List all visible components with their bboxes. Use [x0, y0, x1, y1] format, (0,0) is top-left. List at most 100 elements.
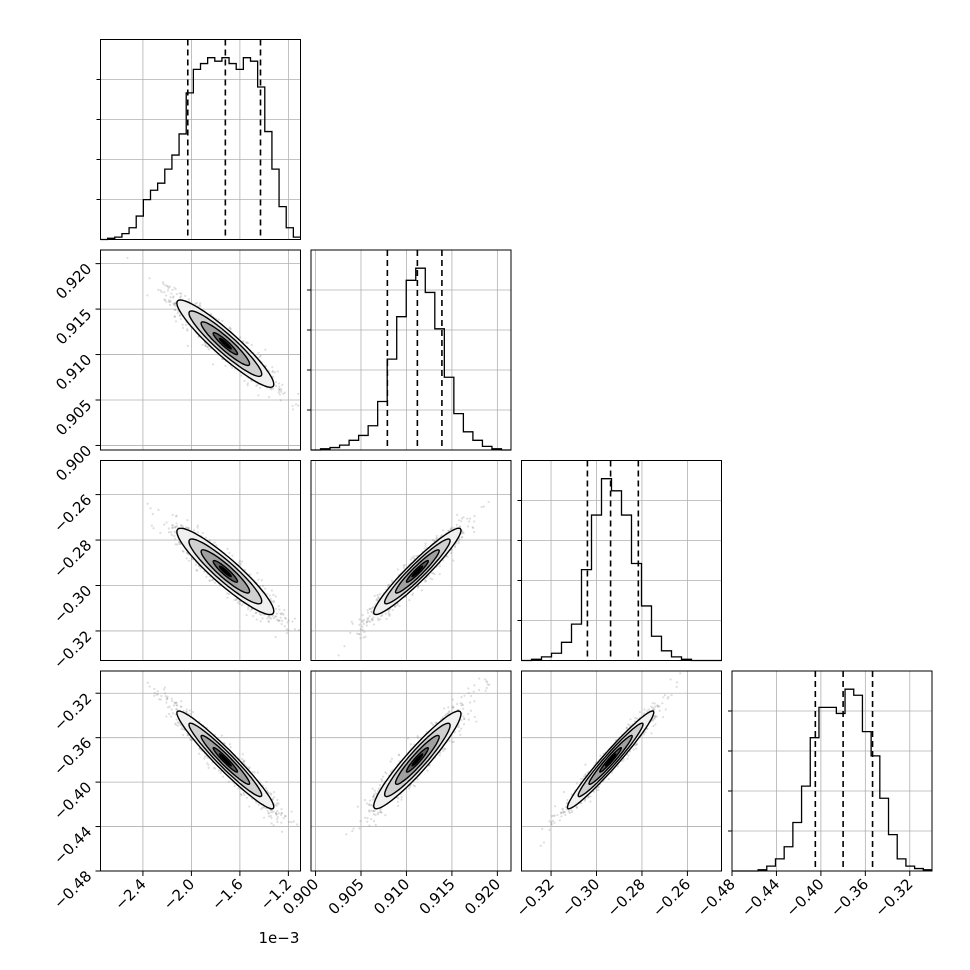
scatter-point — [283, 625, 286, 628]
scatter-point — [175, 708, 178, 711]
scatter-point — [185, 708, 188, 711]
scatter-point — [160, 290, 163, 294]
scatter-point — [198, 747, 201, 751]
scatter-point — [278, 385, 281, 388]
scatter-point — [277, 391, 280, 394]
scatter-point — [221, 357, 224, 361]
scatter-point — [167, 300, 170, 304]
scatter-point — [278, 608, 281, 611]
scatter-point — [180, 700, 183, 703]
scatter-point — [376, 593, 379, 597]
scatter-point — [271, 370, 275, 373]
scatter-point — [294, 403, 298, 406]
scatter-point — [381, 614, 384, 617]
scatter-point — [312, 624, 314, 626]
scatter-point — [393, 605, 397, 609]
scatter-point — [281, 383, 284, 386]
scatter-point — [279, 390, 283, 393]
scatter-point — [204, 536, 208, 539]
scatter-point — [233, 785, 236, 788]
scatter-point — [174, 543, 177, 546]
scatter-point — [274, 380, 278, 383]
scatter-point — [174, 305, 177, 308]
scatter-point — [210, 313, 213, 316]
scatter-point — [238, 559, 242, 563]
scatter-point — [150, 524, 154, 527]
scatter-point — [199, 302, 202, 305]
scatter-point — [411, 593, 414, 597]
panel-frame — [100, 39, 301, 240]
scatter-point — [169, 531, 173, 534]
scatter-point — [251, 770, 254, 773]
scatter-point — [459, 525, 462, 529]
scatter-point — [173, 303, 176, 306]
scatter-point — [169, 715, 173, 718]
scatter-point — [152, 527, 155, 530]
scatter-point — [173, 537, 177, 540]
scatter-point — [278, 619, 281, 622]
scatter-point — [412, 555, 416, 558]
scatter-point — [181, 323, 184, 326]
scatter-point — [226, 596, 229, 599]
scatter-point — [367, 617, 370, 620]
scatter-point — [461, 536, 464, 539]
scatter-point — [293, 628, 297, 631]
scatter-point — [358, 623, 361, 626]
scatter-point — [366, 619, 369, 622]
scatter-point — [293, 617, 297, 620]
scatter-point — [239, 562, 242, 565]
scatter-point — [162, 688, 166, 691]
scatter-point — [229, 327, 232, 331]
scatter-point — [367, 620, 371, 623]
scatter-point — [181, 733, 185, 737]
scatter-point — [372, 616, 375, 619]
scatter-point — [257, 351, 260, 354]
scatter-point — [449, 528, 452, 531]
scatter-point — [247, 606, 250, 609]
scatter-point — [442, 529, 445, 532]
scatter-point — [239, 793, 243, 796]
scatter-point — [424, 544, 427, 547]
scatter-point — [282, 392, 285, 395]
scatter-point — [201, 531, 204, 535]
scatter-point — [163, 291, 166, 294]
scatter-point — [387, 584, 390, 587]
scatter-point — [281, 619, 284, 622]
scatter-point — [274, 607, 278, 610]
scatter-point — [272, 601, 275, 604]
scatter-point — [167, 285, 170, 288]
scatter-point — [179, 317, 182, 320]
scatter-point — [174, 308, 177, 312]
scatter-point — [195, 301, 198, 305]
scatter-point — [165, 294, 168, 297]
scatter-point — [186, 733, 189, 737]
scatter-point — [461, 531, 464, 534]
scatter-point — [287, 629, 290, 632]
scatter-point — [280, 622, 283, 626]
scatter-point — [284, 617, 287, 620]
scatter-point — [186, 344, 189, 347]
scatter-point — [271, 371, 274, 374]
scatter-point — [361, 628, 364, 631]
scatter-point — [370, 617, 374, 621]
scatter-point — [146, 294, 149, 297]
scatter-point — [402, 566, 405, 569]
scatter-point — [366, 618, 369, 621]
scatter-point — [238, 600, 241, 603]
scatter-point — [275, 813, 278, 816]
scatter-point — [276, 370, 279, 373]
scatter-point — [175, 522, 178, 525]
scatter-point — [364, 635, 367, 638]
scatter-point — [272, 599, 276, 603]
scatter-point — [272, 593, 275, 597]
scatter-point — [235, 597, 238, 601]
scatter-point — [203, 570, 206, 573]
scatter-point — [228, 551, 231, 555]
scatter-point — [473, 520, 476, 523]
scatter-point — [126, 256, 129, 260]
scatter-point — [196, 524, 199, 527]
scatter-point — [458, 538, 461, 541]
scatter-point — [226, 547, 229, 550]
scatter-point — [213, 581, 216, 584]
scatter-point — [220, 734, 224, 737]
